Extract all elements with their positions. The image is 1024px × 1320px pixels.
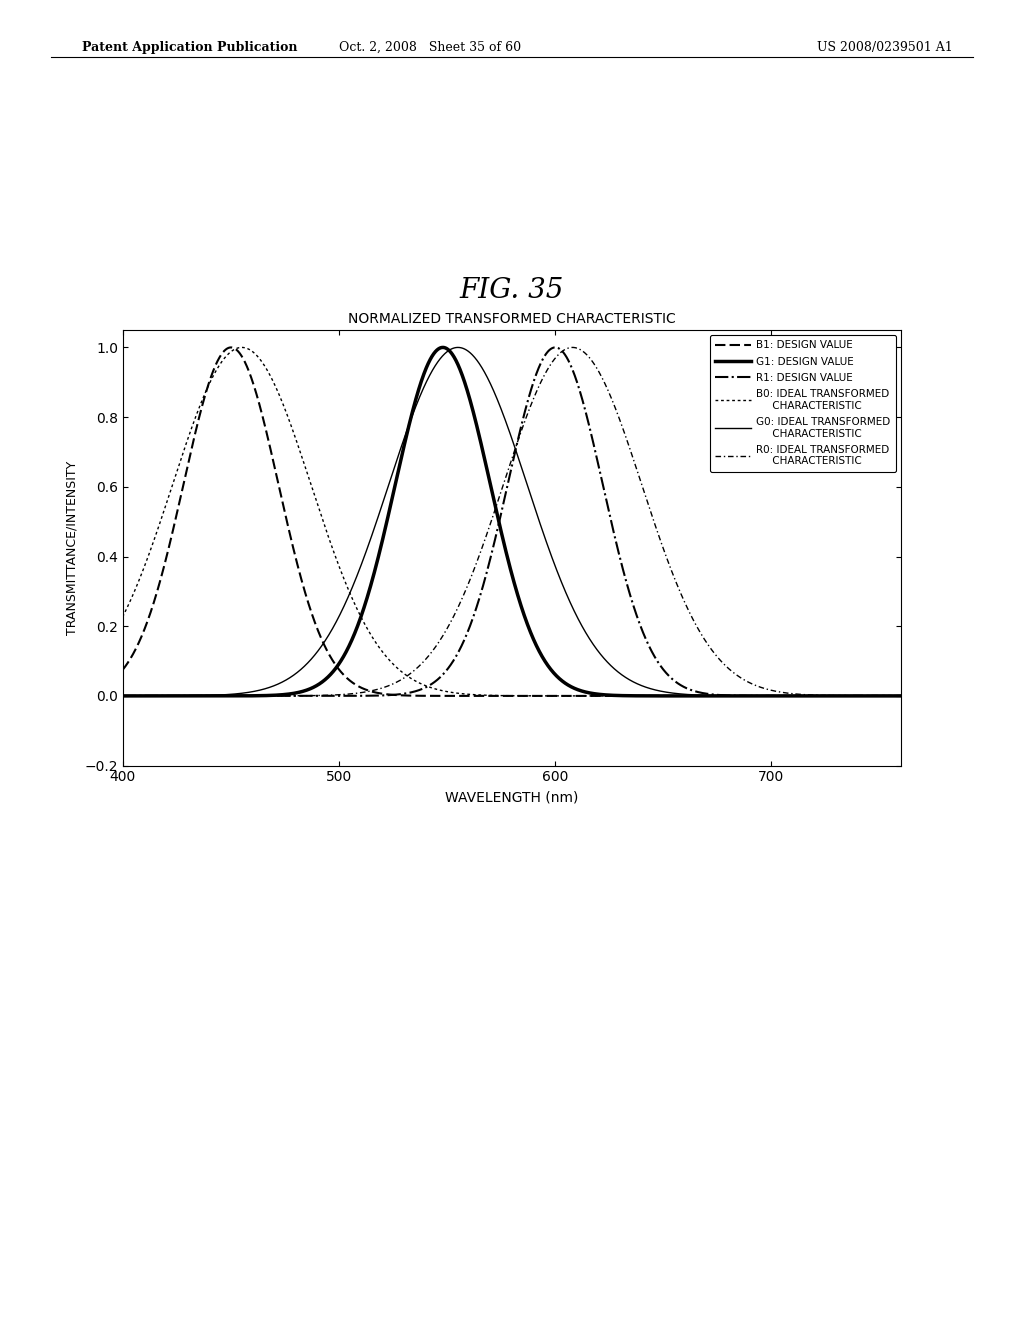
Title: NORMALIZED TRANSFORMED CHARACTERISTIC: NORMALIZED TRANSFORMED CHARACTERISTIC [348,312,676,326]
Text: FIG. 35: FIG. 35 [460,277,564,304]
Text: Patent Application Publication: Patent Application Publication [82,41,297,54]
Text: US 2008/0239501 A1: US 2008/0239501 A1 [816,41,952,54]
Legend: B1: DESIGN VALUE, G1: DESIGN VALUE, R1: DESIGN VALUE, B0: IDEAL TRANSFORMED
    : B1: DESIGN VALUE, G1: DESIGN VALUE, R1: … [710,335,896,471]
Text: Oct. 2, 2008   Sheet 35 of 60: Oct. 2, 2008 Sheet 35 of 60 [339,41,521,54]
Y-axis label: TRANSMITTANCE/INTENSITY: TRANSMITTANCE/INTENSITY [66,461,79,635]
X-axis label: WAVELENGTH (nm): WAVELENGTH (nm) [445,789,579,804]
